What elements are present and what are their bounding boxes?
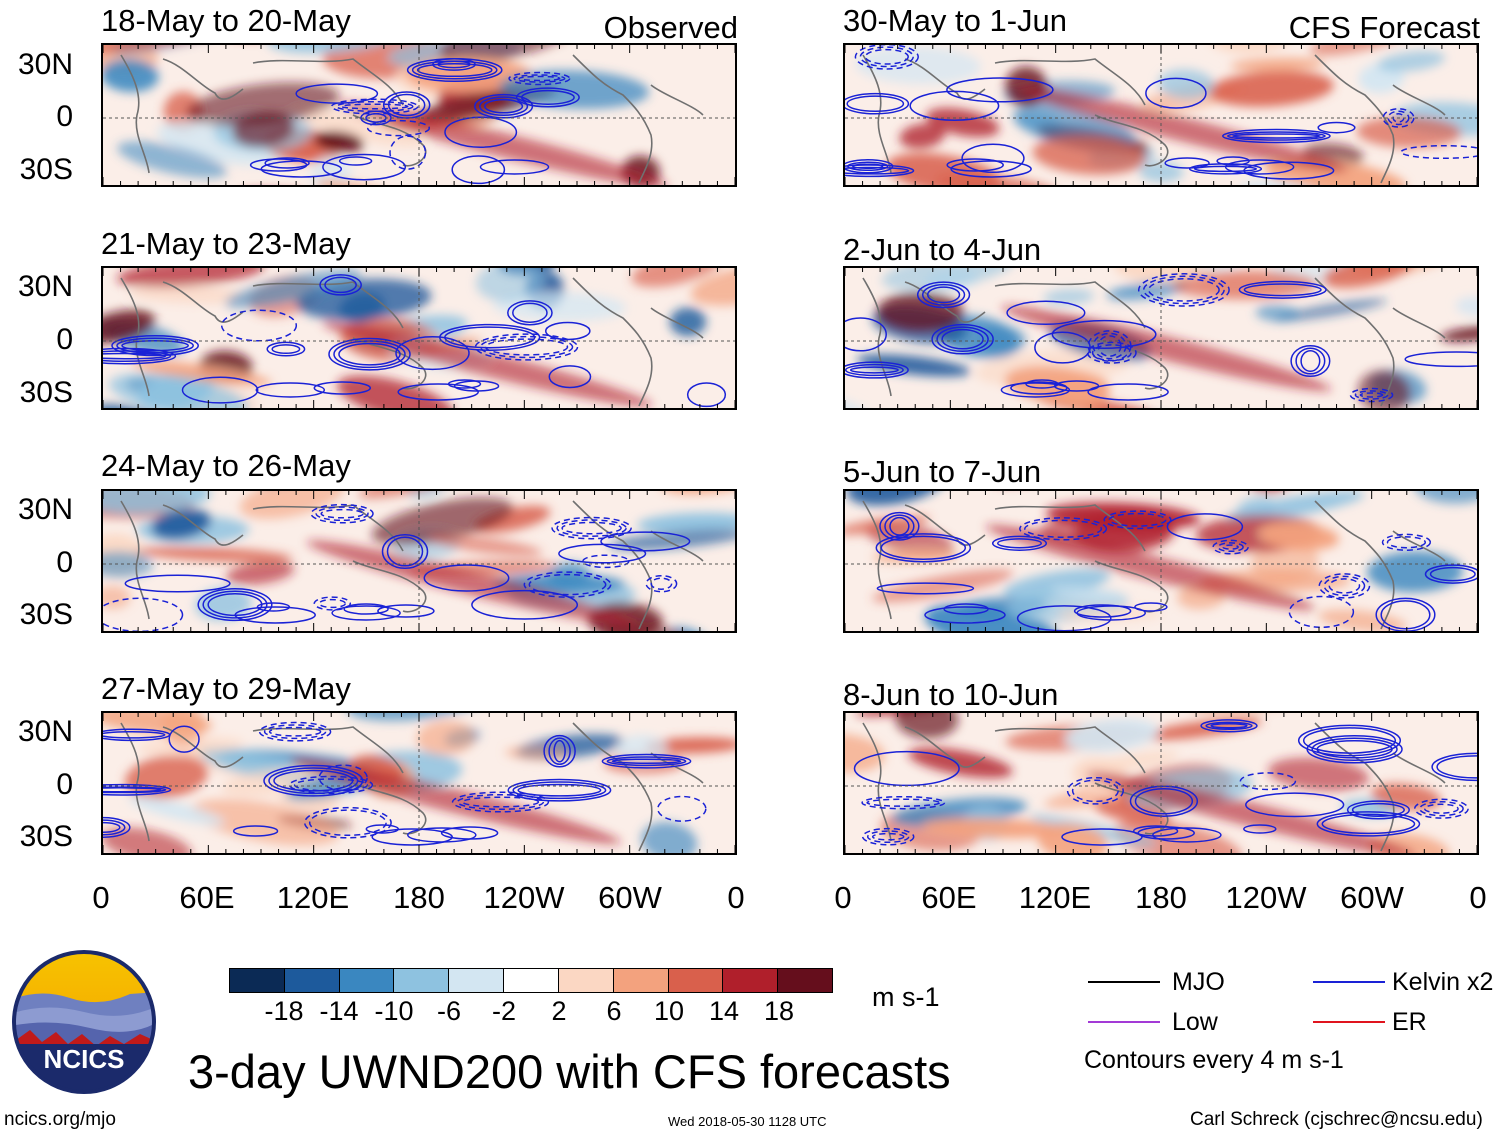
map-panel-obs-4 <box>101 711 737 855</box>
cfs-forecast-label: CFS Forecast <box>1288 10 1480 45</box>
colorbar-swatch <box>449 969 505 992</box>
panel-title-fcst-2: 2-Jun to 4-Jun <box>843 232 1042 267</box>
map-panel-obs-1 <box>101 43 737 187</box>
legend-label-er: ER <box>1392 1008 1427 1036</box>
lat-label-30n: 30N <box>17 715 73 748</box>
lon-label-0-end: 0 <box>727 880 745 915</box>
panel-title-fcst-4: 8-Jun to 10-Jun <box>843 677 1059 712</box>
lat-label-30s: 30S <box>19 376 73 409</box>
lon-label-120e: 120E <box>276 880 350 915</box>
lat-label-eq: 0 <box>56 100 73 133</box>
colorbar-tick: 2 <box>551 996 567 1026</box>
panel-title-obs-4: 27-May to 29-May <box>101 671 351 706</box>
lat-label-30n: 30N <box>17 48 73 81</box>
lon-label-180: 180 <box>1135 880 1187 915</box>
legend-label-kelvin: Kelvin x2 <box>1392 968 1494 996</box>
colorbar-tick: 18 <box>763 996 795 1026</box>
lat-label-30s: 30S <box>19 153 73 186</box>
colorbar <box>229 968 833 993</box>
lon-label-60w: 60W <box>1340 880 1404 915</box>
panel-title-fcst-3: 5-Jun to 7-Jun <box>843 454 1042 489</box>
colorbar-swatch <box>230 969 285 992</box>
lon-label-0-end: 0 <box>1469 880 1487 915</box>
map-panel-fcst-3 <box>843 489 1479 633</box>
ncics-logo: NCICS <box>10 948 158 1096</box>
colorbar-units: m s-1 <box>872 982 940 1012</box>
logo-text: NCICS <box>44 1044 125 1074</box>
colorbar-swatch <box>558 969 614 992</box>
colorbar-tick: -18 <box>264 996 304 1026</box>
footer-author: Carl Schreck (cjschrec@ncsu.edu) <box>1190 1109 1483 1130</box>
lon-label-60w: 60W <box>598 880 662 915</box>
lon-label-0: 0 <box>834 880 852 915</box>
colorbar-tick: -2 <box>491 996 517 1026</box>
main-title: 3-day UWND200 with CFS forecasts <box>188 1045 951 1098</box>
contour-note: Contours every 4 m s-1 <box>1084 1046 1344 1074</box>
colorbar-swatch <box>284 969 340 992</box>
footer-timestamp: Wed 2018-05-30 1128 UTC <box>668 1114 827 1129</box>
colorbar-swatch <box>668 969 724 992</box>
legend-swatch-mjo <box>1088 981 1160 983</box>
colorbar-tick: -10 <box>374 996 414 1026</box>
colorbar-tick: 14 <box>708 996 740 1026</box>
colorbar-tick: -14 <box>319 996 359 1026</box>
colorbar-swatch <box>723 969 779 992</box>
map-panel-obs-2 <box>101 266 737 410</box>
lon-label-180: 180 <box>393 880 445 915</box>
panel-title-fcst-1: 30-May to 1-Jun <box>843 3 1067 38</box>
panel-title-obs-1: 18-May to 20-May <box>101 3 351 38</box>
map-panel-obs-3 <box>101 489 737 633</box>
lon-label-120w: 120W <box>1225 880 1307 915</box>
lon-label-0: 0 <box>92 880 110 915</box>
colorbar-tick: -6 <box>436 996 462 1026</box>
legend-swatch-low <box>1088 1021 1160 1023</box>
legend-swatch-er <box>1313 1021 1385 1023</box>
lat-label-30s: 30S <box>19 820 73 853</box>
lat-label-30n: 30N <box>17 270 73 303</box>
panel-title-obs-2: 21-May to 23-May <box>101 226 351 261</box>
footer-url[interactable]: ncics.org/mjo <box>4 1109 116 1130</box>
lat-label-eq: 0 <box>56 323 73 356</box>
panel-title-obs-3: 24-May to 26-May <box>101 448 351 483</box>
colorbar-swatch <box>613 969 669 992</box>
lon-label-120w: 120W <box>483 880 565 915</box>
legend-label-low: Low <box>1172 1008 1218 1036</box>
colorbar-swatch <box>339 969 395 992</box>
colorbar-swatch <box>778 969 832 992</box>
map-panel-fcst-4 <box>843 711 1479 855</box>
legend-label-mjo: MJO <box>1172 968 1225 996</box>
colorbar-tick: 10 <box>653 996 685 1026</box>
lat-label-30s: 30S <box>19 598 73 631</box>
map-panel-fcst-2 <box>843 266 1479 410</box>
observed-label: Observed <box>603 10 738 45</box>
lon-label-60e: 60E <box>179 880 235 915</box>
colorbar-swatch <box>394 969 450 992</box>
lat-label-30n: 30N <box>17 493 73 526</box>
colorbar-swatch <box>504 969 559 992</box>
lat-label-eq: 0 <box>56 546 73 579</box>
colorbar-tick: 6 <box>606 996 622 1026</box>
lon-label-120e: 120E <box>1018 880 1092 915</box>
legend-swatch-kelvin <box>1313 981 1385 983</box>
lat-label-eq: 0 <box>56 768 73 801</box>
map-panel-fcst-1 <box>843 43 1479 187</box>
lon-label-60e: 60E <box>921 880 977 915</box>
